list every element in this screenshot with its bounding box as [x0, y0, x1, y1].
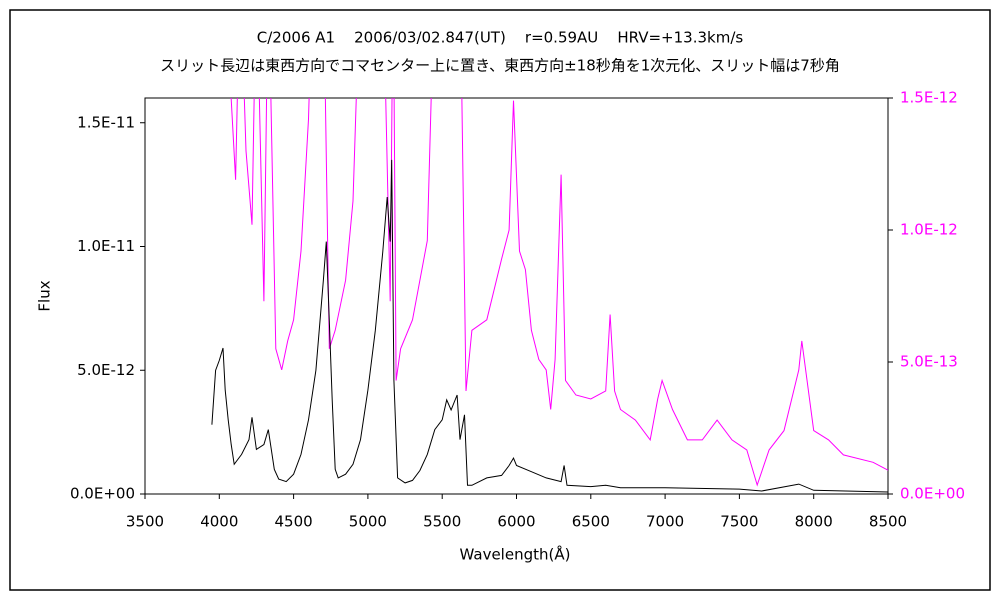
x-tick-label: 8000	[795, 513, 833, 531]
y2-tick-label: 1.5E-12	[900, 89, 958, 107]
x-tick-label: 4000	[200, 513, 238, 531]
chart-subtitle: スリット長辺は東西方向でコマセンター上に置き、東西方向±18秒角を1次元化、スリ…	[160, 57, 840, 75]
x-tick-label: 5000	[349, 513, 387, 531]
x-tick-label: 6500	[572, 513, 610, 531]
x-tick-label: 4500	[275, 513, 313, 531]
x-tick-label: 5500	[423, 513, 461, 531]
y-tick-label: 5.0E-12	[77, 361, 135, 379]
x-axis-label: Wavelength(Å)	[460, 545, 571, 564]
plot-area	[144, 97, 889, 495]
y2-tick-label: 1.0E-12	[900, 221, 958, 239]
series-line	[211, 159, 888, 493]
x-tick-label: 8500	[869, 513, 907, 531]
x-tick-label: 3500	[126, 513, 164, 531]
chart-title: C/2006 A1 2006/03/02.847(UT) r=0.59AU HR…	[257, 29, 744, 47]
x-tick-label: 7500	[720, 513, 758, 531]
y2-tick-label: 5.0E-13	[900, 353, 958, 371]
y-tick-label: 1.0E-11	[77, 237, 135, 255]
y-axis-label: Flux	[36, 280, 54, 311]
x-tick-label: 7000	[646, 513, 684, 531]
series-line	[230, 98, 888, 487]
y-tick-label: 0.0E+00	[70, 485, 135, 503]
y2-tick-label: 0.0E+00	[900, 485, 965, 503]
x-tick-label: 6000	[497, 513, 535, 531]
y-tick-label: 1.5E-11	[77, 113, 135, 131]
